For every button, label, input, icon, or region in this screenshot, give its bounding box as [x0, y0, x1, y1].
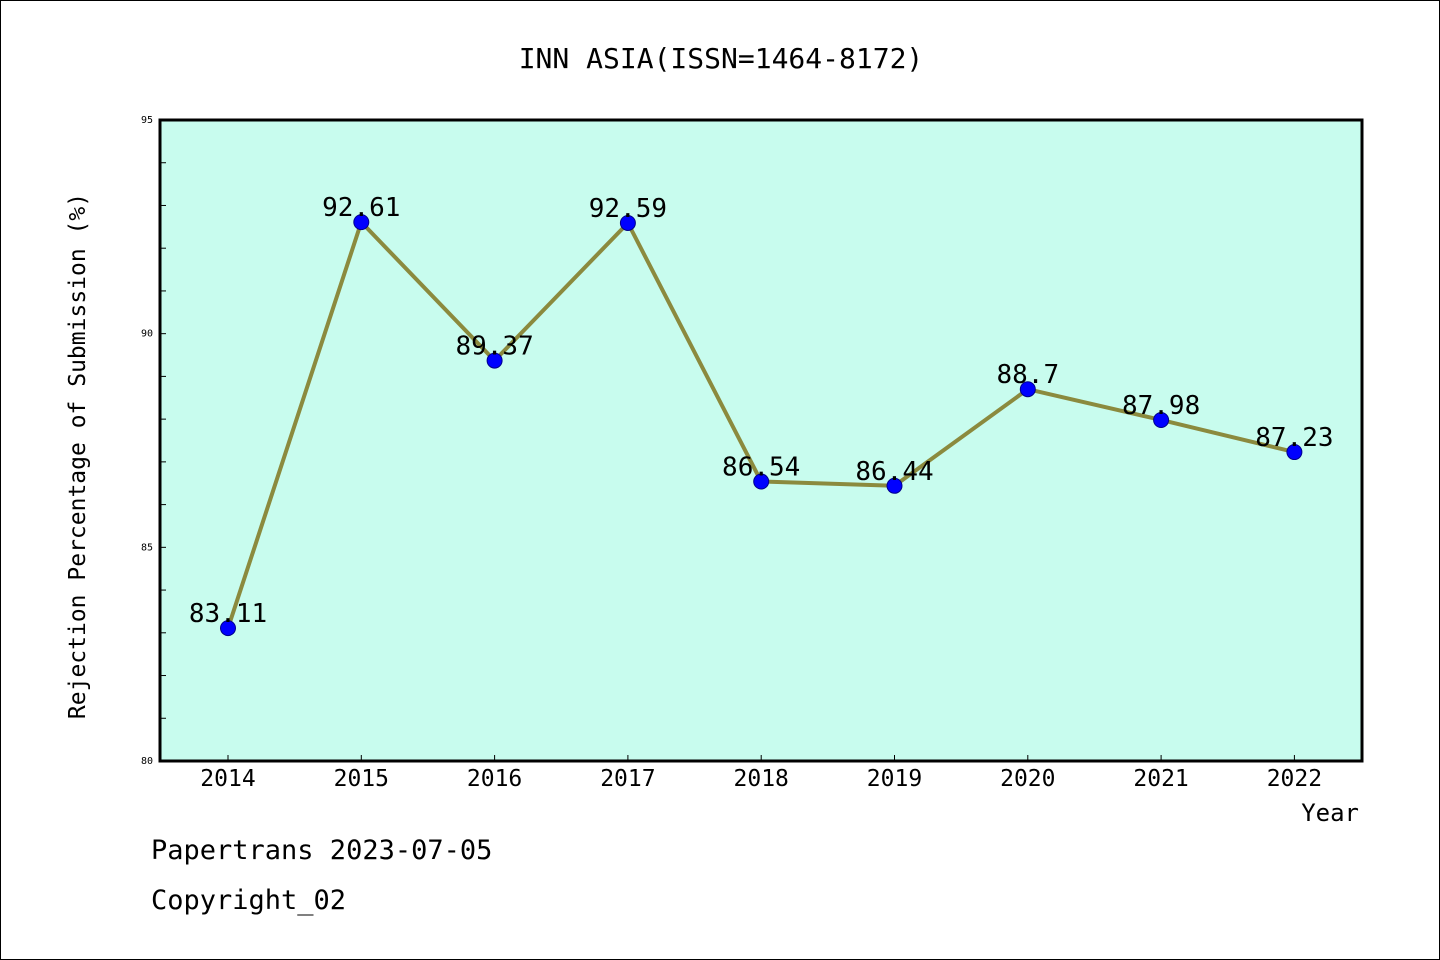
footer-date: Papertrans 2023-07-05 — [151, 835, 493, 866]
series: 83.11 92.61 89.37 92.59 86.54 86.44 88.7 87.98 8… — [189, 193, 1334, 637]
y-tick-label: 80 — [141, 756, 153, 767]
x-tick-label: 2020 — [1000, 766, 1055, 792]
data-point — [753, 473, 770, 490]
data-label: 86.44 — [855, 457, 933, 487]
data-point — [886, 477, 903, 494]
x-tick-label: 2014 — [200, 766, 255, 792]
data-point — [220, 620, 236, 637]
x-tick-label: 2022 — [1267, 766, 1322, 792]
data-label: 86.54 — [722, 453, 800, 483]
data-point — [1286, 444, 1303, 461]
x-tick-label: 2016 — [467, 766, 522, 792]
x-axis: 2014 2015 2016 2017 2018 2019 2020 2021 2022 — [200, 755, 1322, 792]
y-axis: 80 85 90 95 — [141, 115, 166, 767]
y-axis-label: Rejection Percentage of Submission (%) — [65, 193, 91, 719]
data-point — [1019, 381, 1036, 398]
data-label: 88.7 — [996, 360, 1059, 390]
chart-title: INN ASIA(ISSN=1464-8172) — [519, 42, 924, 75]
x-tick-label: 2015 — [334, 766, 389, 792]
data-point — [1153, 411, 1170, 428]
data-point — [486, 352, 503, 369]
x-tick-label: 2021 — [1133, 766, 1188, 792]
data-label: 89.37 — [455, 332, 533, 362]
y-tick-label: 95 — [141, 115, 153, 126]
data-label: 87.23 — [1255, 423, 1333, 453]
data-label: 92.61 — [322, 193, 400, 223]
data-label: 92.59 — [589, 194, 667, 224]
data-label: 87.98 — [1122, 391, 1200, 421]
x-axis-label: Year — [1301, 799, 1359, 827]
y-tick-label: 90 — [141, 329, 153, 340]
data-label: 83.11 — [189, 599, 267, 629]
y-tick-label: 85 — [141, 542, 153, 553]
x-tick-label: 2019 — [867, 766, 922, 792]
x-tick-label: 2017 — [600, 766, 655, 792]
footer-copyright: Copyright_02 — [151, 885, 347, 916]
data-point — [353, 214, 370, 231]
data-point — [619, 214, 636, 231]
x-tick-label: 2018 — [734, 766, 789, 792]
